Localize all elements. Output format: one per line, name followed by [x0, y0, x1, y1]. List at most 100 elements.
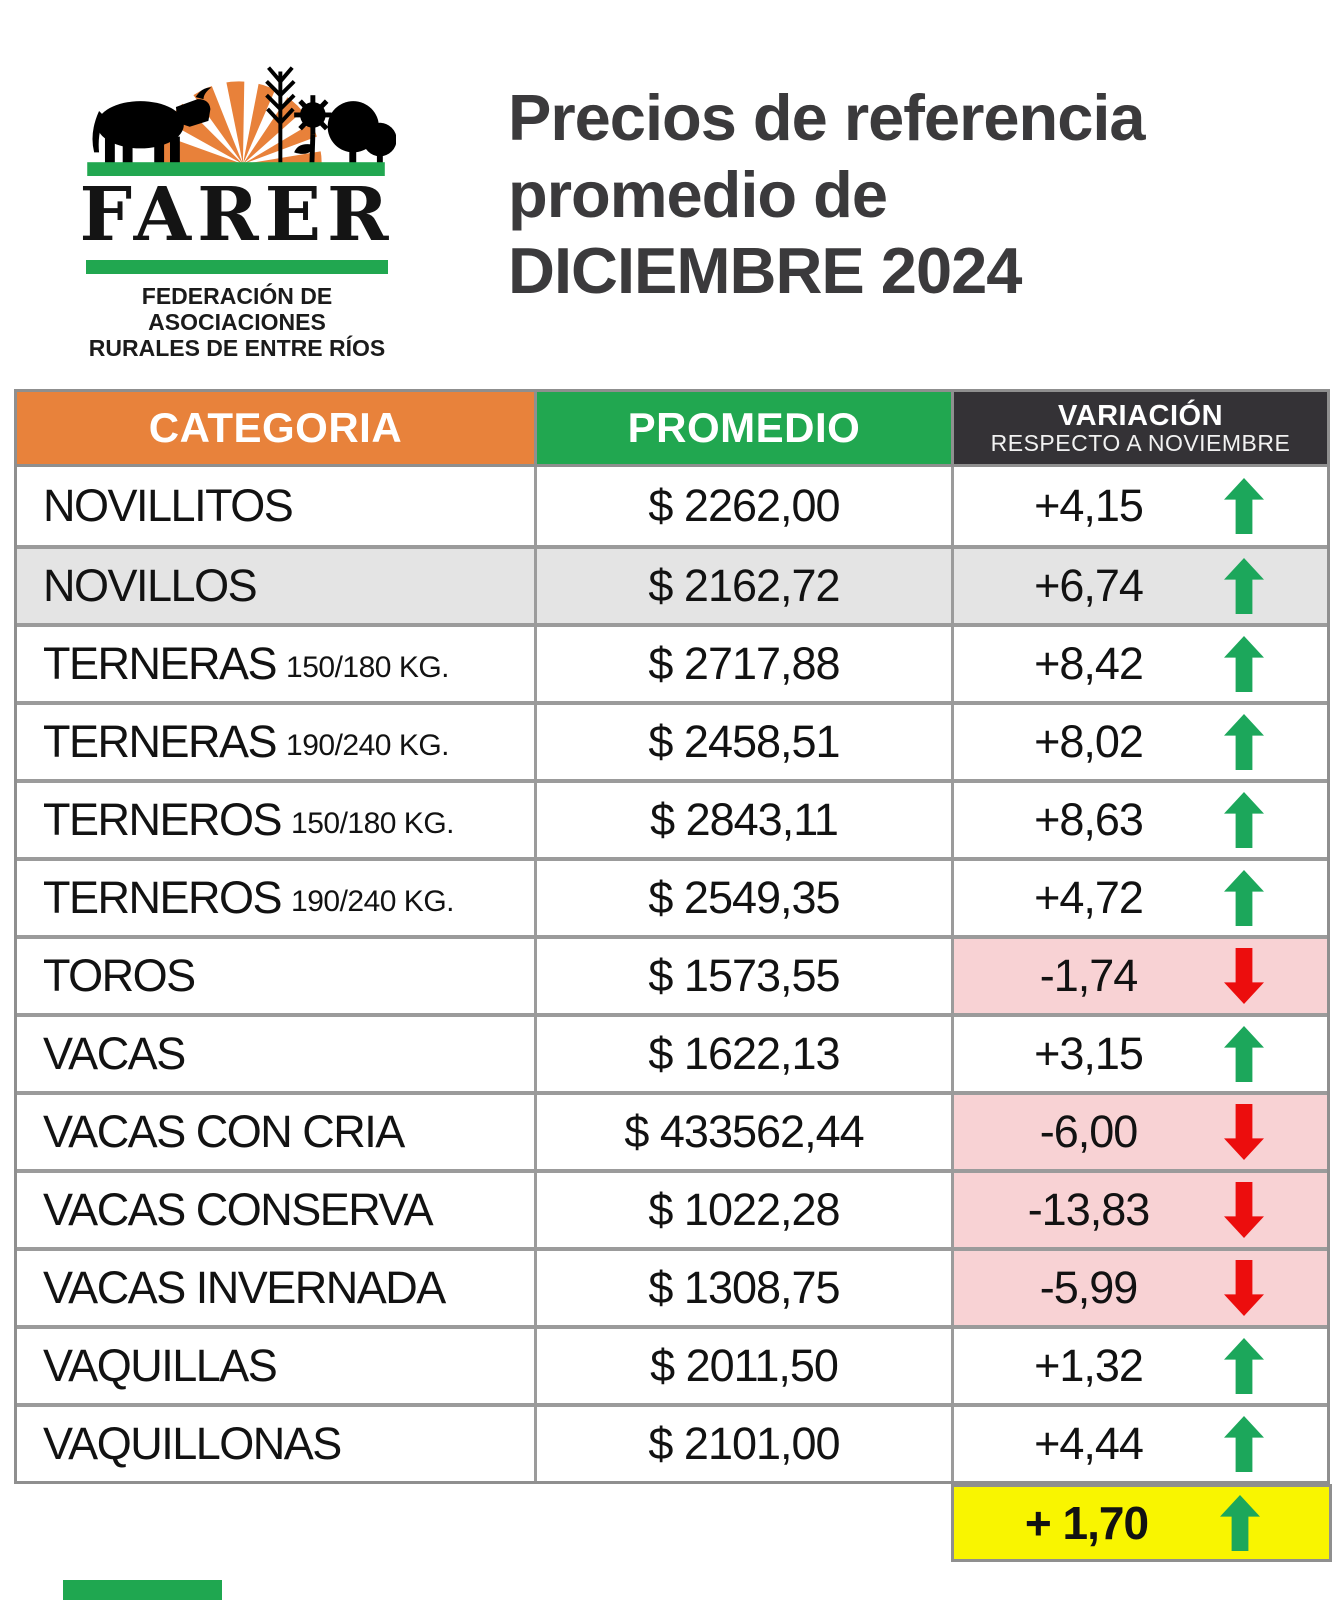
category-label: TERNERAS — [43, 716, 278, 767]
price-cell: $ 2011,50 — [534, 1329, 951, 1403]
table-row: VACAS CON CRIA $ 433562,44 -6,00 — [17, 1091, 1327, 1169]
price-cell: $ 1308,75 — [534, 1251, 951, 1325]
category-cell: VAQUILLONAS — [17, 1407, 534, 1481]
category-label: TERNERAS — [43, 638, 278, 689]
category-label: NOVILLITOS — [43, 480, 294, 531]
price-value: $ 1573,55 — [648, 950, 840, 1001]
variation-cell: +8,02 — [951, 705, 1327, 779]
variation-cell: -5,99 — [951, 1251, 1327, 1325]
price-value: $ 2101,00 — [648, 1418, 840, 1469]
variation-value: +4,15 — [1034, 480, 1144, 531]
category-weight: 150/180 KG. — [291, 807, 454, 840]
title-line3: DICIEMBRE 2024 — [508, 234, 1022, 308]
variation-cell: +8,63 — [951, 783, 1327, 857]
variation-cell: +6,74 — [951, 549, 1327, 623]
category-cell: VACAS — [17, 1017, 534, 1091]
price-table: CATEGORIA PROMEDIO VARIACIÓN RESPECTO A … — [14, 389, 1330, 1484]
category-cell: TERNERAS 150/180 KG. — [17, 627, 534, 701]
variation-cell: -13,83 — [951, 1173, 1327, 1247]
category-cell: TOROS — [17, 939, 534, 1013]
category-cell: TERNERAS 190/240 KG. — [17, 705, 534, 779]
table-header: CATEGORIA PROMEDIO VARIACIÓN RESPECTO A … — [17, 392, 1327, 467]
category-label: VAQUILLAS — [43, 1340, 278, 1391]
price-cell: $ 2458,51 — [534, 705, 951, 779]
arrow-up-icon — [1224, 1338, 1264, 1394]
variation-cell: +4,44 — [951, 1407, 1327, 1481]
variation-value: +4,72 — [1034, 872, 1144, 923]
arrow-down-icon — [1224, 948, 1264, 1004]
price-cell: $ 2262,00 — [534, 467, 951, 545]
header-category: CATEGORIA — [17, 392, 534, 464]
variation-value: +1,32 — [1034, 1340, 1144, 1391]
logo-acronym: FARER — [79, 172, 395, 258]
variation-value: +6,74 — [1034, 560, 1144, 611]
total-variation-bar: + 1,70 — [951, 1484, 1332, 1562]
arrow-up-icon — [1220, 1495, 1260, 1551]
variation-value: -1,74 — [1039, 950, 1139, 1001]
category-cell: TERNEROS 150/180 KG. — [17, 783, 534, 857]
header-variation-line1: VARIACIÓN — [1057, 399, 1224, 432]
arrow-up-icon — [1224, 558, 1264, 614]
total-variation-value: + 1,70 — [1024, 1497, 1149, 1549]
price-cell: $ 2843,11 — [534, 783, 951, 857]
category-label: VACAS CONSERVA — [43, 1184, 434, 1235]
logo-divider — [86, 260, 388, 274]
category-label: VACAS INVERNADA — [43, 1262, 446, 1313]
price-value: $ 2262,00 — [648, 480, 840, 531]
price-value: $ 1022,28 — [648, 1184, 840, 1235]
price-cell: $ 2717,88 — [534, 627, 951, 701]
variation-value: +4,44 — [1034, 1418, 1144, 1469]
arrow-up-icon — [1224, 636, 1264, 692]
category-cell: VACAS CONSERVA — [17, 1173, 534, 1247]
category-label: VAQUILLONAS — [43, 1418, 342, 1469]
arrow-up-icon — [1224, 792, 1264, 848]
title-line1: Precios de referencia — [508, 81, 1146, 154]
table-row: VAQUILLAS $ 2011,50 +1,32 — [17, 1325, 1327, 1403]
category-cell: TERNEROS 190/240 KG. — [17, 861, 534, 935]
variation-value: -5,99 — [1039, 1262, 1139, 1313]
table-row: VAQUILLONAS $ 2101,00 +4,44 — [17, 1403, 1327, 1481]
header-average: PROMEDIO — [534, 392, 951, 464]
arrow-up-icon — [1224, 870, 1264, 926]
category-weight: 190/240 KG. — [291, 885, 454, 918]
page-title: Precios de referencia promedio de DICIEM… — [508, 80, 1308, 310]
category-cell: VACAS CON CRIA — [17, 1095, 534, 1169]
header-variation-line2: RESPECTO A NOVIEMBRE — [990, 430, 1291, 457]
price-value: $ 2162,72 — [648, 560, 840, 611]
farm-illustration-icon — [87, 63, 396, 176]
variation-cell: -6,00 — [951, 1095, 1327, 1169]
header-variation: VARIACIÓN RESPECTO A NOVIEMBRE — [951, 392, 1327, 464]
category-label: VACAS — [43, 1028, 186, 1079]
legend-up-swatch — [63, 1580, 222, 1600]
table-row: NOVILLOS $ 2162,72 +6,74 — [17, 545, 1327, 623]
price-value: $ 1622,13 — [648, 1028, 840, 1079]
arrow-down-icon — [1224, 1104, 1264, 1160]
category-cell: NOVILLITOS — [17, 467, 534, 545]
price-cell: $ 2549,35 — [534, 861, 951, 935]
variation-cell: +4,72 — [951, 861, 1327, 935]
arrow-up-icon — [1224, 1026, 1264, 1082]
category-cell: VACAS INVERNADA — [17, 1251, 534, 1325]
price-cell: $ 2162,72 — [534, 549, 951, 623]
logo-org-line2: RURALES DE ENTRE RÍOS — [88, 334, 386, 361]
price-cell: $ 433562,44 — [534, 1095, 951, 1169]
price-value: $ 2011,50 — [650, 1340, 839, 1391]
table-row: TERNERAS 190/240 KG. $ 2458,51 +8,02 — [17, 701, 1327, 779]
variation-cell: +4,15 — [951, 467, 1327, 545]
table-row: NOVILLITOS $ 2262,00 +4,15 — [17, 467, 1327, 545]
variation-value: +8,63 — [1034, 794, 1144, 845]
category-weight: 190/240 KG. — [286, 729, 450, 762]
price-value: $ 2549,35 — [648, 872, 840, 923]
variation-cell: +3,15 — [951, 1017, 1327, 1091]
category-label: TOROS — [43, 950, 196, 1001]
arrow-down-icon — [1224, 1182, 1264, 1238]
table-row: TERNERAS 150/180 KG. $ 2717,88 +8,42 — [17, 623, 1327, 701]
price-value: $ 2843,11 — [650, 794, 839, 845]
arrow-down-icon — [1224, 1260, 1264, 1316]
arrow-up-icon — [1224, 714, 1264, 770]
price-value: $ 1308,75 — [648, 1262, 840, 1313]
table-row: TOROS $ 1573,55 -1,74 — [17, 935, 1327, 1013]
table-row: TERNEROS 190/240 KG. $ 2549,35 +4,72 — [17, 857, 1327, 935]
variation-cell: +8,42 — [951, 627, 1327, 701]
logo-org-line1: FEDERACIÓN DE ASOCIACIONES — [141, 283, 333, 335]
